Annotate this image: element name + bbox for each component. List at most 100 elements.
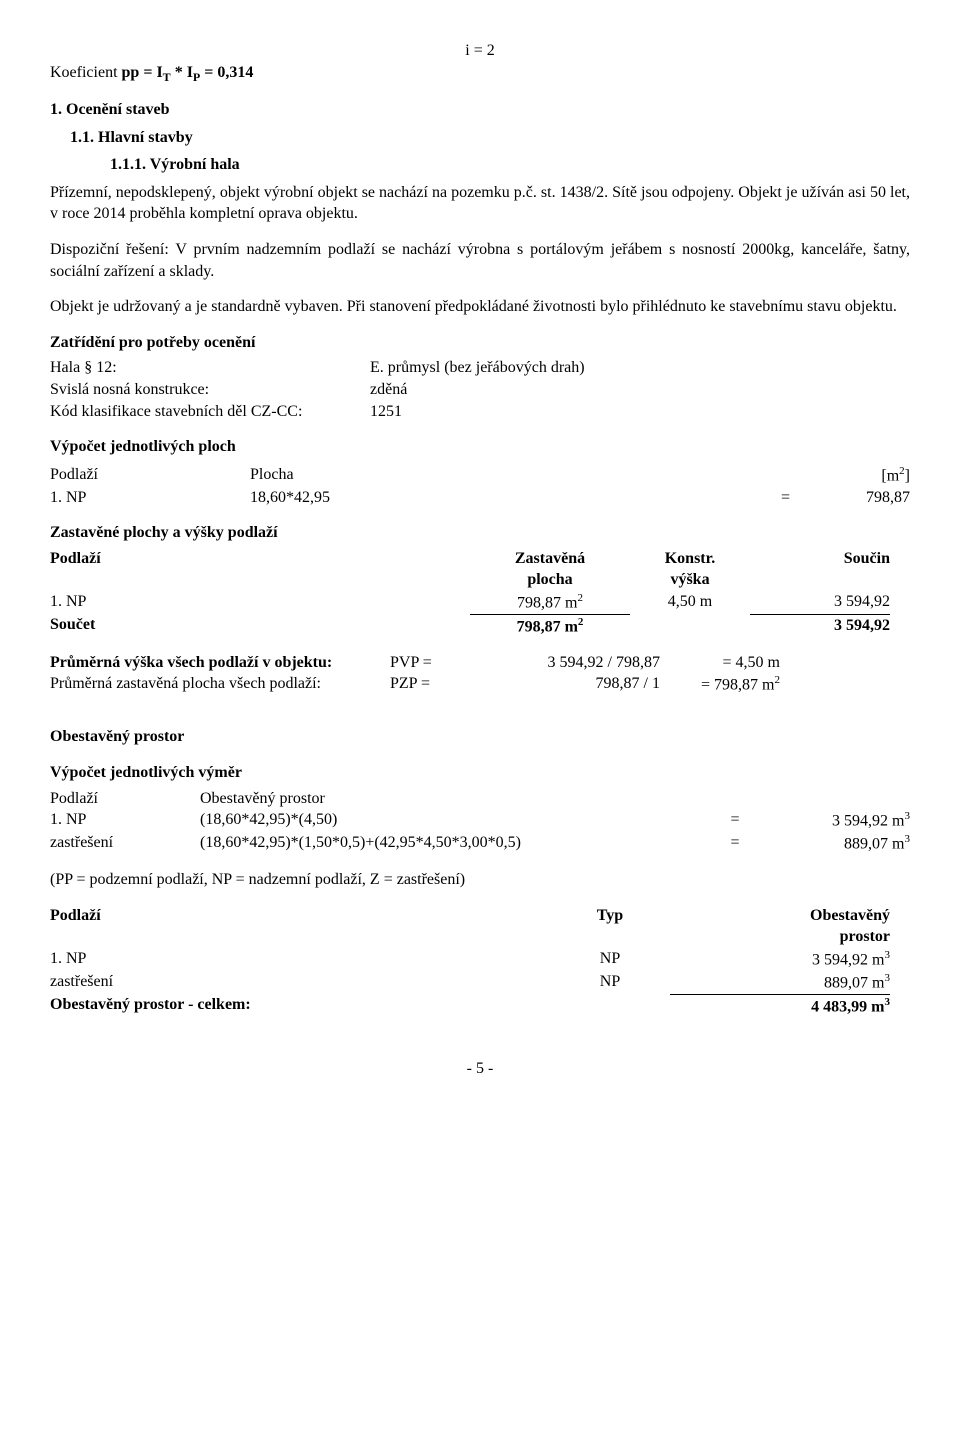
typ-row: zastřešení NP 889,07 m3 bbox=[50, 971, 910, 994]
zastavene-title: Zastavěné plochy a výšky podlaží bbox=[50, 522, 910, 544]
koef-star: * I bbox=[171, 64, 193, 81]
unit-suffix: ] bbox=[905, 467, 910, 484]
koeficient-line: Koeficient pp = IT * IP = 0,314 bbox=[50, 62, 910, 85]
col-unit: [m2] bbox=[790, 464, 910, 487]
zatrideni-value: zděná bbox=[370, 379, 910, 401]
sum-typ bbox=[550, 994, 670, 1018]
h-line1: Konstr. bbox=[665, 550, 716, 567]
cell-podlazi: 1. NP bbox=[50, 948, 550, 971]
col-konstr: Konstr. výška bbox=[630, 548, 750, 591]
pzp-res: = 798,87 m2 bbox=[660, 673, 780, 696]
col-obest: Obestavěnýprostor bbox=[670, 905, 890, 948]
zatrideni-table: Hala § 12: E. průmysl (bez jeřábových dr… bbox=[50, 357, 910, 422]
typ-header: Podlaží Typ Obestavěnýprostor bbox=[50, 905, 910, 948]
zatrideni-label: Svislá nosná konstrukce: bbox=[50, 379, 370, 401]
cell-podlazi: zastřešení bbox=[50, 832, 200, 855]
col-plocha: Plocha bbox=[250, 464, 750, 487]
zatrideni-row: Kód klasifikace stavebních děl CZ-CC: 12… bbox=[50, 401, 910, 423]
sup: 2 bbox=[775, 674, 781, 686]
obest-title2: Výpočet jednotlivých výměr bbox=[50, 762, 910, 784]
pvp-table: Průměrná výška všech podlaží v objektu: … bbox=[50, 652, 910, 697]
heading-1-1-1: 1.1.1. Výrobní hala bbox=[110, 154, 910, 176]
obest-header: Podlaží Obestavěný prostor bbox=[50, 788, 910, 810]
sup: 2 bbox=[578, 616, 584, 628]
sum-vyska bbox=[630, 614, 750, 638]
zastavene-row: 1. NP 798,87 m2 4,50 m 3 594,92 bbox=[50, 591, 910, 614]
col-typ: Typ bbox=[550, 905, 670, 948]
cell-val: 3 594,92 m3 bbox=[670, 948, 890, 971]
cell-eq: = bbox=[720, 809, 750, 832]
koef-sub-t: T bbox=[163, 70, 171, 84]
val: 4 483,99 m bbox=[811, 998, 884, 1015]
col-obest: Obestavěný prostor bbox=[200, 788, 720, 810]
vypocet-ploch-row: 1. NP 18,60*42,95 = 798,87 bbox=[50, 487, 910, 509]
col-eq bbox=[720, 788, 750, 810]
zatrideni-row: Hala § 12: E. průmysl (bez jeřábových dr… bbox=[50, 357, 910, 379]
obest-title: Obestavěný prostor bbox=[50, 726, 910, 748]
obest-table: Podlaží Obestavěný prostor 1. NP (18,60*… bbox=[50, 788, 910, 855]
zastavene-header: Podlaží Zastavěnáplocha Konstr. výška Sou… bbox=[50, 548, 910, 591]
h-line2: výška bbox=[670, 571, 709, 588]
page-number: - 5 - bbox=[50, 1058, 910, 1080]
col-soucin: Součin bbox=[750, 548, 890, 591]
cell-val: 798,87 bbox=[790, 487, 910, 509]
val: 889,07 m bbox=[824, 974, 884, 991]
pvp-res: = 4,50 m bbox=[660, 652, 780, 674]
pvp-calc: 3 594,92 / 798,87 bbox=[460, 652, 660, 674]
col-eq bbox=[750, 464, 790, 487]
cell-eq: = bbox=[750, 487, 790, 509]
sup: 3 bbox=[885, 972, 891, 984]
val: 3 594,92 m bbox=[832, 812, 904, 829]
typ-sum: Obestavěný prostor - celkem: 4 483,99 m3 bbox=[50, 994, 910, 1018]
cell-expr: (18,60*42,95)*(4,50) bbox=[200, 809, 720, 832]
zatrideni-value: 1251 bbox=[370, 401, 910, 423]
i-equals-line: i = 2 bbox=[50, 40, 910, 62]
koef-bold: pp = I bbox=[122, 64, 163, 81]
pvp-row: Průměrná výška všech podlaží v objektu: … bbox=[50, 652, 910, 674]
cell-podlazi: 1. NP bbox=[50, 809, 200, 832]
pzp-calc: 798,87 / 1 bbox=[460, 673, 660, 696]
sup: 3 bbox=[885, 949, 891, 961]
vypocet-ploch-header: Podlaží Plocha [m2] bbox=[50, 464, 910, 487]
koef-eq: = 0,314 bbox=[200, 64, 253, 81]
cell-val: 889,07 m3 bbox=[670, 971, 890, 994]
zatrideni-title: Zatřídění pro potřeby ocenění bbox=[50, 332, 910, 354]
val: 798,87 m bbox=[517, 618, 578, 635]
h-line2: plocha bbox=[527, 571, 572, 588]
zastavene-table: Podlaží Zastavěnáplocha Konstr. výška Sou… bbox=[50, 548, 910, 638]
koef-prefix: Koeficient bbox=[50, 64, 122, 81]
val: 798,87 m bbox=[517, 594, 577, 611]
pvp-sym: PVP = bbox=[390, 652, 460, 674]
obest-row: 1. NP (18,60*42,95)*(4,50) = 3 594,92 m3 bbox=[50, 809, 910, 832]
cell-podlazi: 1. NP bbox=[50, 487, 250, 509]
heading-1-1: 1.1. Hlavní stavby bbox=[70, 127, 910, 149]
sup: 3 bbox=[905, 833, 911, 845]
cell-plocha: 798,87 m2 bbox=[470, 591, 630, 614]
cell-expr: (18,60*42,95)*(1,50*0,5)+(42,95*4,50*3,0… bbox=[200, 832, 720, 855]
col-podlazi: Podlaží bbox=[50, 464, 250, 487]
sum-label: Součet bbox=[50, 614, 470, 638]
sup: 2 bbox=[577, 592, 583, 604]
vypocet-ploch-title: Výpočet jednotlivých ploch bbox=[50, 436, 910, 458]
col-val bbox=[750, 788, 910, 810]
cell-typ: NP bbox=[550, 948, 670, 971]
obest-note: (PP = podzemní podlaží, NP = nadzemní po… bbox=[50, 869, 910, 891]
cell-expr: 18,60*42,95 bbox=[250, 487, 750, 509]
cell-podlazi: zastřešení bbox=[50, 971, 550, 994]
sum-soucin: 3 594,92 bbox=[750, 614, 890, 638]
val: 3 594,92 m bbox=[812, 951, 884, 968]
obest-row: zastřešení (18,60*42,95)*(1,50*0,5)+(42,… bbox=[50, 832, 910, 855]
val: = 798,87 m bbox=[701, 677, 774, 694]
col-zastavena: Zastavěnáplocha bbox=[470, 548, 630, 591]
typ-row: 1. NP NP 3 594,92 m3 bbox=[50, 948, 910, 971]
cell-val: 3 594,92 m3 bbox=[750, 809, 910, 832]
zastavene-sum: Součet 798,87 m2 3 594,92 bbox=[50, 614, 910, 638]
pvp-label: Průměrná výška všech podlaží v objektu: bbox=[50, 652, 390, 674]
sum-plocha: 798,87 m2 bbox=[470, 614, 630, 638]
intro-p2: Dispoziční řešení: V prvním nadzemním po… bbox=[50, 239, 910, 282]
typ-table: Podlaží Typ Obestavěnýprostor 1. NP NP 3… bbox=[50, 905, 910, 1018]
zatrideni-row: Svislá nosná konstrukce: zděná bbox=[50, 379, 910, 401]
zatrideni-label: Hala § 12: bbox=[50, 357, 370, 379]
col-podlazi: Podlaží bbox=[50, 548, 470, 591]
zatrideni-label: Kód klasifikace stavebních děl CZ-CC: bbox=[50, 401, 370, 423]
